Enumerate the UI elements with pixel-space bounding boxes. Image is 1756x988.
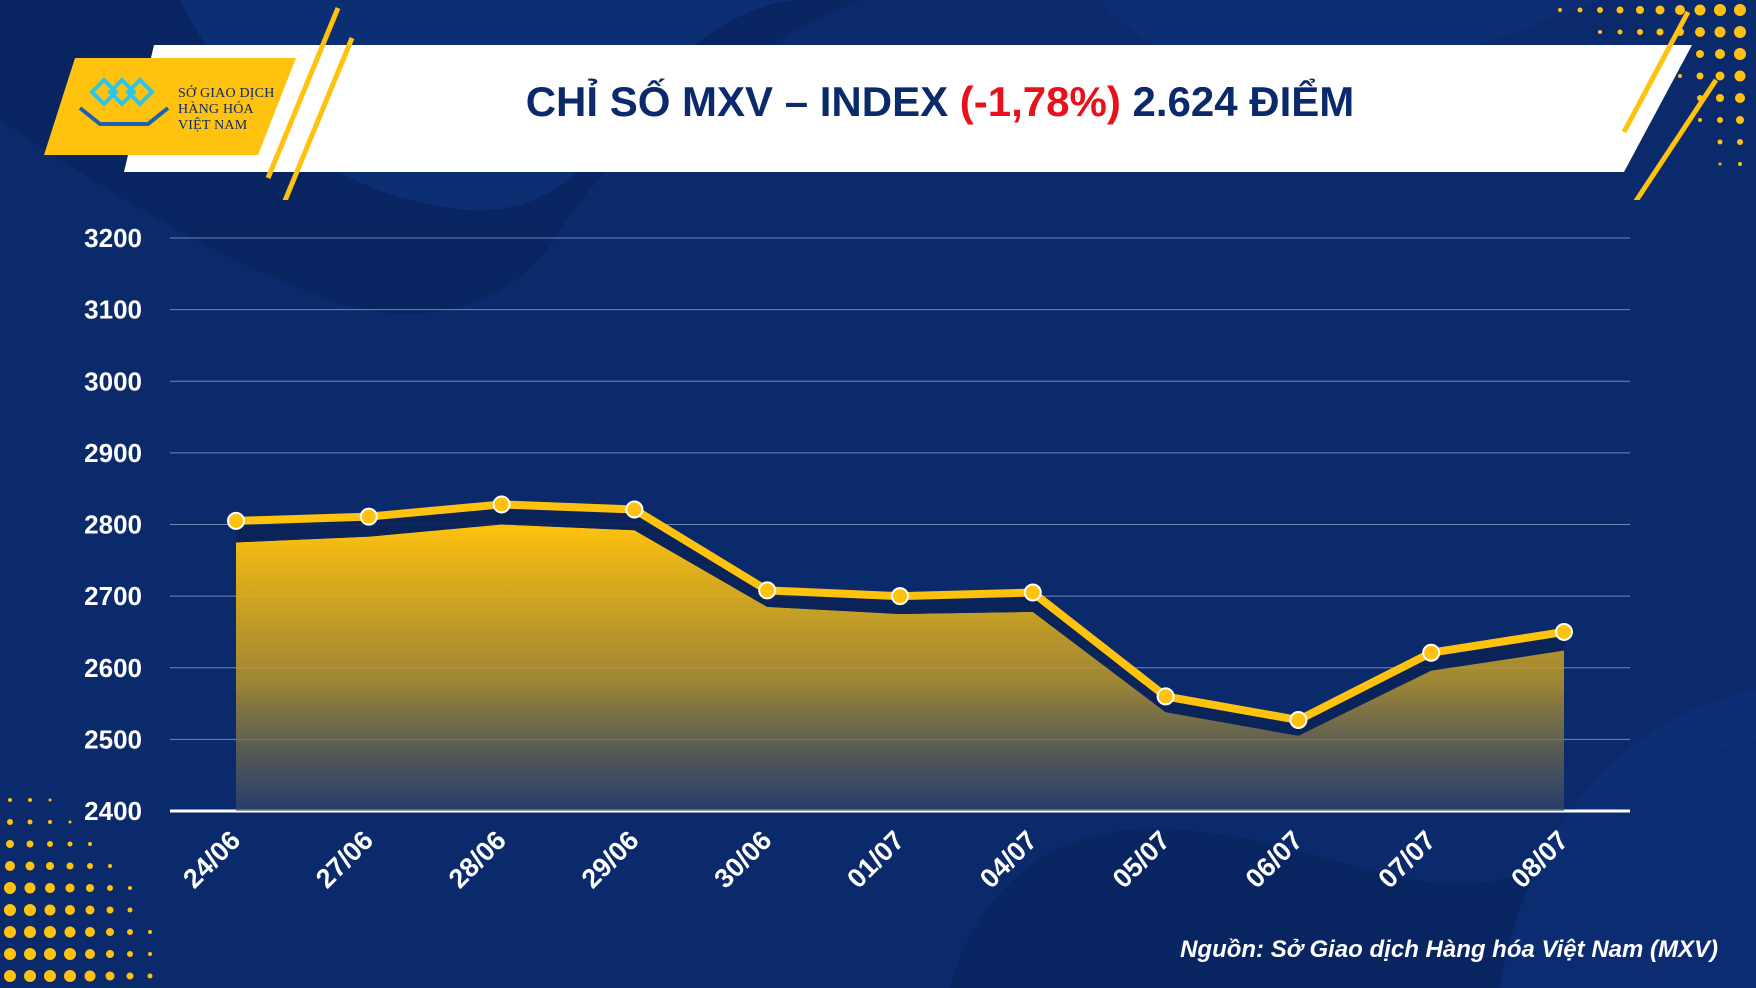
y-axis-ticks: 2400 2500 2600 2700 2800 2900 3000 3100 3200: [84, 223, 142, 826]
x-tick-label: 06/07: [1240, 825, 1309, 894]
data-point: [625, 500, 644, 519]
x-tick-label: 08/07: [1505, 825, 1574, 894]
data-point: [891, 587, 909, 606]
x-axis-ticks: 24/06 27/06 28/06 29/06 30/06 01/07 04/07 05/07…: [177, 825, 1574, 894]
y-tick-label: 2500: [84, 724, 142, 754]
logo-line: HÀNG HÓA: [178, 102, 254, 117]
x-tick-label: 04/07: [974, 825, 1043, 894]
area-series: [236, 504, 1564, 811]
data-point: [492, 495, 511, 514]
x-tick-label: 27/06: [310, 825, 379, 894]
dot-pattern-top-right: [1558, 4, 1746, 166]
data-point: [359, 507, 378, 526]
data-point: [1156, 687, 1175, 706]
y-tick-label: 2900: [84, 438, 142, 468]
y-tick-label: 3200: [84, 223, 142, 253]
data-point: [758, 581, 777, 600]
x-tick-label: 28/06: [443, 825, 512, 894]
data-point: [1023, 583, 1042, 602]
area-series-2: [236, 524, 1564, 811]
source-note: Nguồn: Sở Giao dịch Hàng hóa Việt Nam (M…: [1180, 936, 1718, 963]
x-tick-label: 07/07: [1372, 825, 1441, 894]
data-point: [1555, 622, 1573, 641]
data-point: [1289, 711, 1308, 730]
y-tick-label: 2700: [84, 581, 142, 611]
y-tick-label: 3000: [84, 366, 142, 396]
logo-mark-icon: [78, 77, 170, 126]
y-tick-label: 2400: [84, 796, 142, 826]
logo-line: VIỆT NAM: [178, 118, 248, 133]
accent-stripes: [265, 7, 1719, 200]
x-tick-label: 30/06: [708, 825, 777, 894]
y-tick-label: 3100: [84, 295, 142, 325]
data-points: [227, 495, 1573, 730]
y-tick-label: 2800: [84, 510, 142, 540]
x-tick-label: 24/06: [177, 825, 246, 894]
data-point: [1422, 643, 1441, 662]
x-tick-label: 05/07: [1107, 825, 1176, 894]
page-title: CHỈ SỐ MXV – INDEX (-1,78%) 2.624 ĐIỂM: [300, 78, 1580, 126]
dot-pattern-bottom-left: [4, 798, 153, 982]
data-point: [227, 511, 245, 530]
x-tick-label: 29/06: [576, 825, 645, 894]
title-prefix: CHỈ SỐ MXV – INDEX: [525, 78, 960, 125]
y-tick-label: 2600: [84, 653, 142, 683]
header-banner: [44, 7, 1719, 200]
title-suffix: 2.624 ĐIỂM: [1120, 78, 1355, 125]
logo-line: SỞ GIAO DỊCH: [178, 86, 275, 101]
logo-text: SỞ GIAO DỊCH HÀNG HÓA VIỆT NAM: [178, 86, 275, 134]
x-tick-label: 01/07: [841, 825, 910, 894]
series-gap-band: [236, 504, 1564, 736]
title-change: (-1,78%): [959, 78, 1121, 125]
title-ribbon: [124, 45, 1692, 172]
